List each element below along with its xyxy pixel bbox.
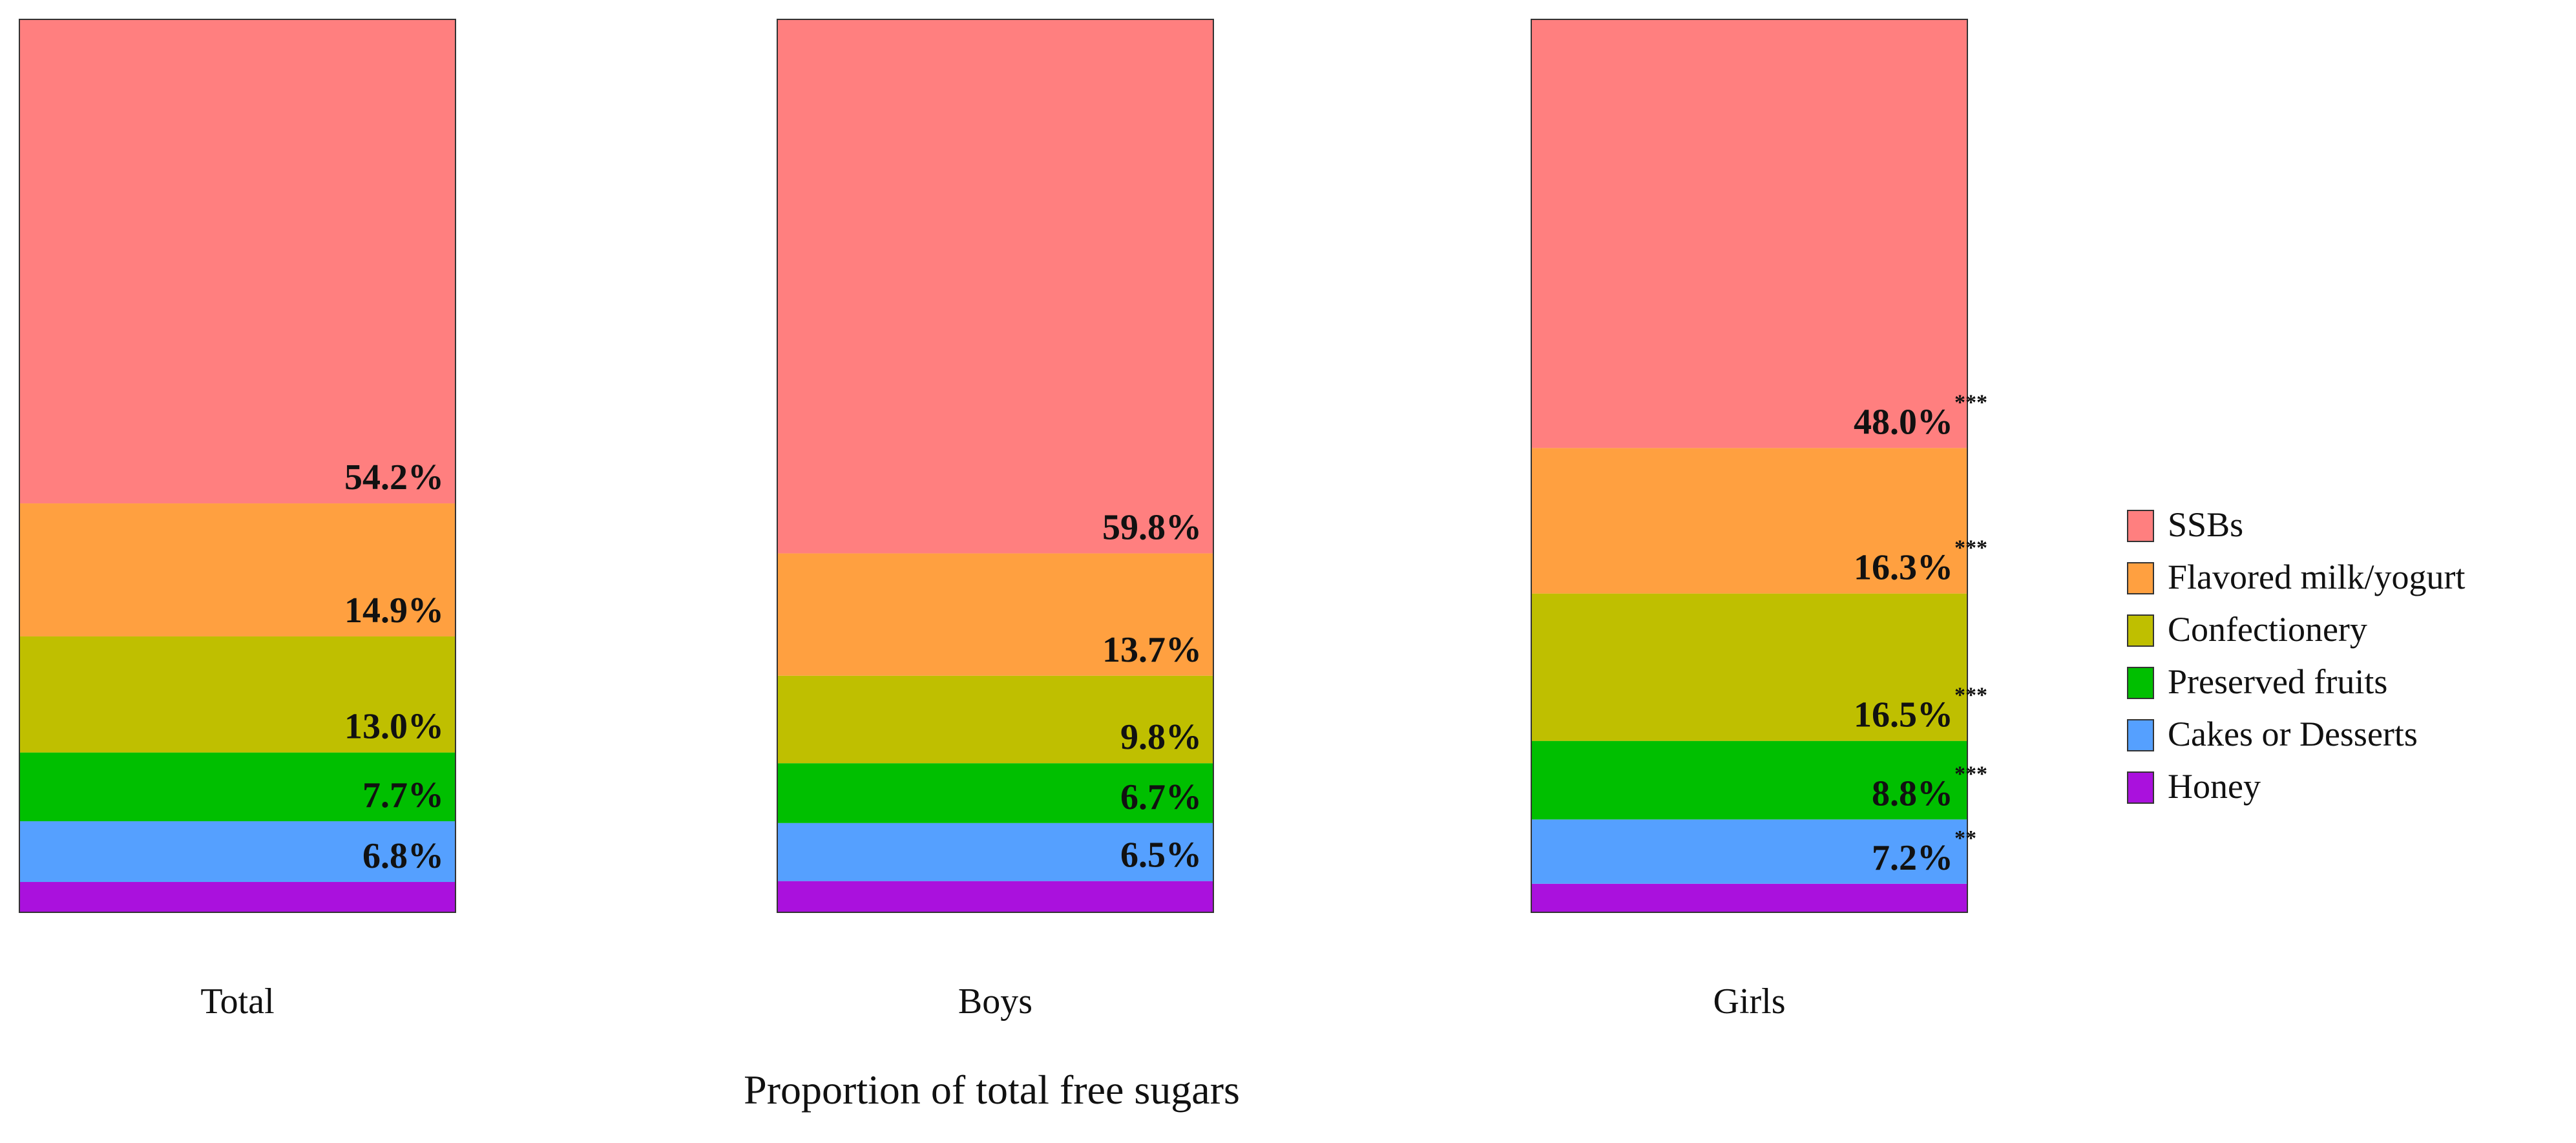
data-label-girls-confectionery: 16.5% <box>1854 695 1953 735</box>
bar-segment-total-preserved-fruits <box>19 752 456 822</box>
bar-segment-total-confectionery <box>19 636 456 753</box>
data-label-boys-cakes-or-desserts: 6.5% <box>1120 835 1202 876</box>
bar-segment-boys-preserved-fruits <box>777 763 1213 823</box>
bar-segment-boys-flavored-milk-yogurt <box>777 553 1213 676</box>
legend-label-flavored-milk-yogurt: Flavored milk/yogurt <box>2168 558 2465 596</box>
data-label-boys-preserved-fruits: 6.7% <box>1120 777 1202 817</box>
data-label-total-confectionery: 13.0% <box>344 707 444 747</box>
legend-swatch-honey <box>2127 771 2154 804</box>
data-label-total-flavored-milk-yogurt: 14.9% <box>344 591 444 631</box>
legend-label-cakes-or-desserts: Cakes or Desserts <box>2168 715 2418 753</box>
category-label-boys: Boys <box>958 981 1032 1022</box>
legend-swatch-cakes-or-desserts <box>2127 719 2154 751</box>
bars-layer <box>19 19 1968 913</box>
category-labels-layer: Total Boys Girls <box>200 981 1785 1022</box>
data-label-girls-flavored-milk-yogurt: 16.3% <box>1854 548 1953 588</box>
bar-segment-boys-confectionery <box>777 675 1213 764</box>
bar-segment-boys-honey <box>777 881 1213 912</box>
legend-label-honey: Honey <box>2168 767 2261 806</box>
bar-outline-girls <box>1531 19 1968 913</box>
bar-segment-boys-cakes-or-desserts <box>777 823 1213 881</box>
bar-outline-total <box>19 19 456 913</box>
bar-segment-girls-ssbs <box>1531 19 1967 448</box>
data-label-girls-cakes-or-desserts: 7.2% <box>1872 838 1953 878</box>
category-label-girls: Girls <box>1713 981 1786 1022</box>
data-label-boys-confectionery: 9.8% <box>1120 717 1202 757</box>
data-label-total-cakes-or-desserts: 6.8% <box>362 836 444 876</box>
bar-outline-boys <box>777 19 1214 913</box>
data-label-boys-flavored-milk-yogurt: 13.7% <box>1102 630 1202 670</box>
x-axis-title: Proportion of total free sugars <box>744 1067 1240 1113</box>
bar-segment-total-honey <box>19 882 456 912</box>
data-labels-layer: 6.8% 7.7% 13.0% 14.9% 54.2% 6.5% 6.7% 9.8% 13.7%… <box>344 390 1987 877</box>
legend-swatch-confectionery <box>2127 614 2154 647</box>
data-label-girls-ssbs: 48.0% <box>1854 402 1953 442</box>
legend: SSBs Flavored milk/yogurt Confectionery Pre… <box>2127 505 2465 806</box>
significance-marker-girls-confectionery: *** <box>1954 684 1987 708</box>
legend-label-ssbs: SSBs <box>2168 505 2243 544</box>
bar-segment-total-cakes-or-desserts <box>19 821 456 883</box>
bar-segment-girls-preserved-fruits <box>1531 740 1967 820</box>
significance-marker-girls-preserved-fruits: *** <box>1954 762 1987 786</box>
data-label-boys-ssbs: 59.8% <box>1102 507 1202 547</box>
bar-segment-total-ssbs <box>19 19 456 504</box>
bar-segment-girls-cakes-or-desserts <box>1531 819 1967 884</box>
bar-segment-girls-honey <box>1531 883 1967 912</box>
legend-label-preserved-fruits: Preserved fruits <box>2168 662 2387 701</box>
significance-marker-girls-flavored-milk-yogurt: *** <box>1954 536 1987 560</box>
data-label-total-preserved-fruits: 7.7% <box>362 775 444 815</box>
significance-marker-girls-cakes-or-desserts: ** <box>1954 826 1976 850</box>
legend-label-confectionery: Confectionery <box>2168 610 2367 649</box>
legend-swatch-ssbs <box>2127 510 2154 542</box>
bar-segment-boys-ssbs <box>777 19 1213 554</box>
data-label-total-ssbs: 54.2% <box>344 457 444 498</box>
data-label-girls-preserved-fruits: 8.8% <box>1872 773 1953 813</box>
significance-marker-girls-ssbs: *** <box>1954 390 1987 414</box>
bar-segment-girls-flavored-milk-yogurt <box>1531 448 1967 594</box>
bar-segment-total-flavored-milk-yogurt <box>19 503 456 636</box>
legend-swatch-preserved-fruits <box>2127 667 2154 699</box>
bar-segment-girls-confectionery <box>1531 593 1967 741</box>
category-label-total: Total <box>200 981 274 1022</box>
legend-swatch-flavored-milk-yogurt <box>2127 562 2154 594</box>
